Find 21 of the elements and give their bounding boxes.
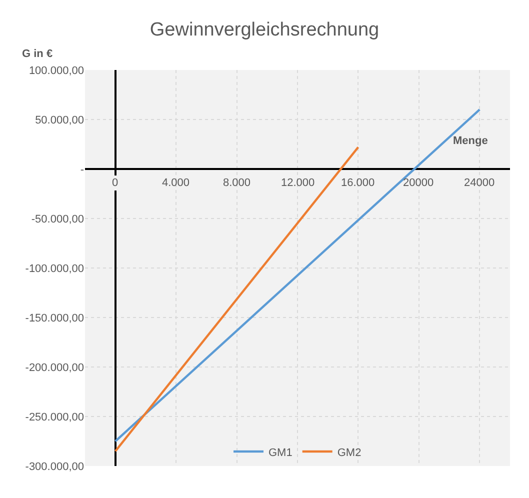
x-tick-label: 16.000: [341, 177, 375, 189]
y-tick-label: 100.000,00: [28, 64, 84, 77]
y-tick-label: -: [80, 164, 84, 176]
x-axis-title: Menge: [453, 135, 488, 147]
y-axis-title: G in €: [22, 48, 53, 60]
y-tick-label: -300.000,00: [25, 460, 84, 473]
y-tick-label: -150.000,00: [25, 312, 84, 324]
legend-label: GM2: [337, 446, 362, 459]
x-tick-label: 8.000: [223, 177, 251, 189]
y-tick-label: -100.000,00: [25, 262, 84, 275]
x-tick-label: 0: [112, 177, 118, 189]
x-tick-label: 12.000: [281, 177, 315, 189]
x-tick-label: 20000: [403, 177, 434, 189]
x-tick-label: 24000: [464, 177, 495, 189]
legend-label: GM1: [268, 446, 292, 459]
y-tick-label: -250.000,00: [25, 411, 84, 424]
chart-title: Gewinnvergleichsrechnung: [150, 20, 380, 41]
y-tick-label: -200.000,00: [25, 362, 84, 374]
y-tick-label: 50.000,00: [35, 114, 84, 126]
x-tick-label: 4.000: [162, 177, 190, 189]
y-tick-label: -50.000,00: [31, 213, 84, 226]
